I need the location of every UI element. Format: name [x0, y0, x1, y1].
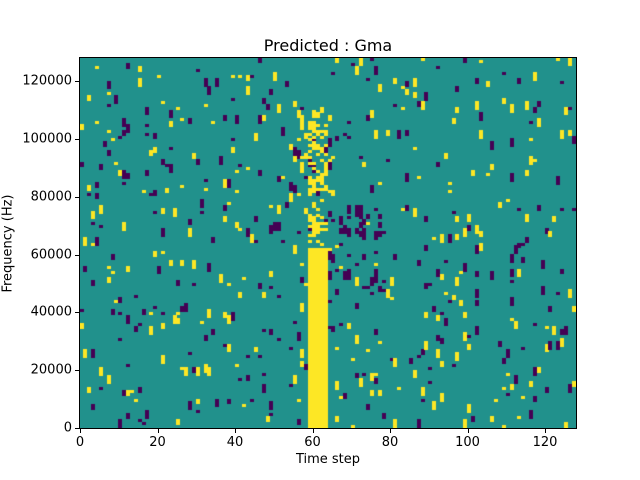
x-tick-mark: [80, 429, 81, 433]
y-tick-label: 60000: [30, 247, 72, 263]
y-tick-label: 20000: [30, 362, 72, 378]
x-tick-label: 60: [304, 435, 321, 450]
x-tick-mark: [390, 429, 391, 433]
chart-title: Predicted : Gma: [263, 36, 393, 55]
x-tick-label: 40: [226, 435, 244, 450]
x-tick-label: 20: [149, 435, 166, 450]
y-tick-mark: [75, 254, 79, 256]
x-axis-label: Time step: [295, 452, 361, 467]
y-axis-label: Frequency (Hz): [0, 194, 16, 293]
x-tick-label: 80: [381, 435, 399, 450]
x-tick-label: 120: [532, 435, 558, 450]
y-tick-mark: [75, 81, 79, 83]
y-tick-label: 100000: [22, 131, 72, 147]
plot-area: [79, 57, 577, 429]
x-tick-mark: [235, 429, 236, 433]
x-tick-mark: [312, 429, 314, 433]
y-tick-mark: [75, 370, 79, 372]
heatmap-canvas: [80, 58, 576, 428]
y-tick-mark: [75, 428, 79, 429]
y-tick-mark: [75, 138, 79, 140]
x-tick-label: 100: [455, 435, 480, 450]
y-tick-mark: [75, 312, 79, 314]
x-tick-mark: [467, 429, 469, 433]
y-tick-label: 80000: [30, 189, 72, 205]
x-tick-mark: [545, 429, 546, 433]
x-tick-mark: [157, 429, 159, 433]
y-tick-mark: [75, 196, 79, 198]
y-tick-label: 120000: [22, 73, 72, 89]
y-tick-label: 0: [63, 420, 72, 436]
x-tick-label: 0: [75, 435, 85, 450]
y-tick-label: 40000: [30, 304, 72, 320]
